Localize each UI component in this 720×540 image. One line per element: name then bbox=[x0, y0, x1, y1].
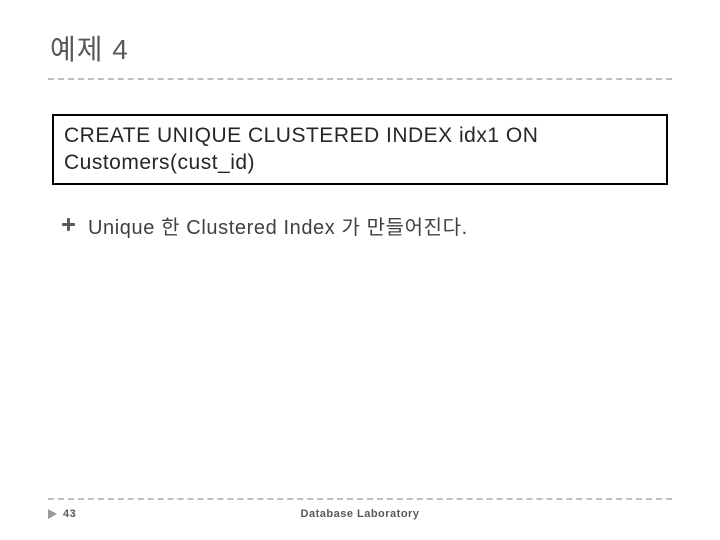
plus-bullet-icon bbox=[62, 218, 76, 232]
slide-title: 예제 4 bbox=[48, 28, 672, 68]
page-arrow-icon bbox=[48, 509, 57, 519]
footer-divider bbox=[48, 498, 672, 500]
title-divider bbox=[48, 78, 672, 80]
slide-footer: 43 Database Laboratory bbox=[48, 498, 672, 522]
page-number: 43 bbox=[63, 508, 76, 520]
code-line-2: Customers(cust_id) bbox=[64, 149, 656, 176]
lab-label: Database Laboratory bbox=[301, 508, 420, 520]
code-line-1: CREATE UNIQUE CLUSTERED INDEX idx1 ON bbox=[64, 122, 656, 149]
code-box: CREATE UNIQUE CLUSTERED INDEX idx1 ON Cu… bbox=[52, 114, 668, 185]
slide-container: 예제 4 CREATE UNIQUE CLUSTERED INDEX idx1 … bbox=[0, 0, 720, 540]
bullet-text: Unique 한 Clustered Index 가 만들어진다. bbox=[88, 211, 468, 240]
bullet-item: Unique 한 Clustered Index 가 만들어진다. bbox=[48, 211, 672, 240]
footer-row: 43 Database Laboratory bbox=[48, 506, 672, 522]
